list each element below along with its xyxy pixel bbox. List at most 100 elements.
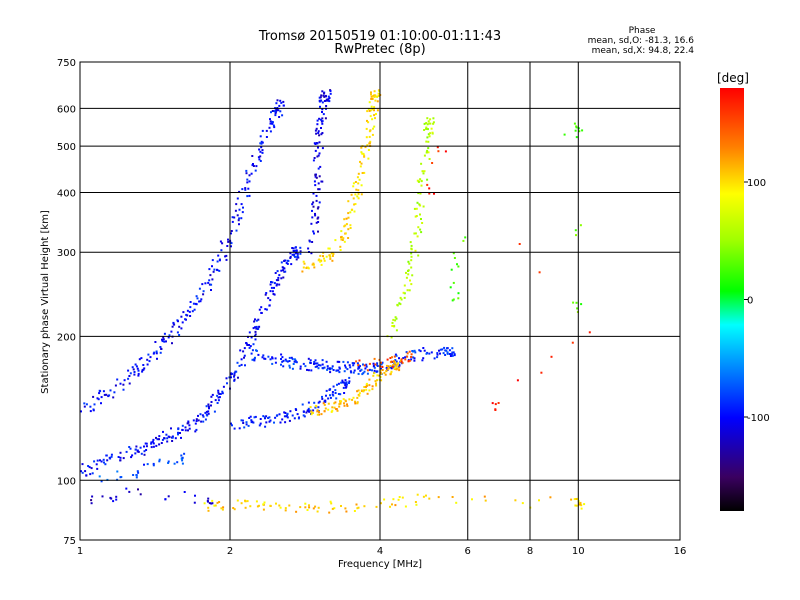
data-point bbox=[211, 259, 214, 262]
data-point bbox=[180, 327, 183, 330]
data-point bbox=[116, 470, 119, 473]
data-point bbox=[403, 292, 406, 295]
data-point bbox=[422, 205, 425, 208]
data-point bbox=[132, 368, 135, 371]
data-point bbox=[216, 260, 219, 263]
data-point bbox=[268, 420, 271, 423]
data-point bbox=[343, 225, 346, 228]
data-point bbox=[280, 101, 283, 104]
data-point bbox=[151, 440, 154, 443]
data-point bbox=[516, 379, 519, 382]
data-point bbox=[307, 410, 310, 413]
data-point bbox=[563, 133, 566, 136]
data-point bbox=[574, 229, 577, 232]
data-point bbox=[253, 320, 256, 323]
data-point bbox=[364, 146, 367, 149]
data-point bbox=[207, 405, 210, 408]
data-point bbox=[284, 412, 287, 414]
data-point bbox=[280, 269, 283, 272]
scatter-layer bbox=[80, 89, 591, 514]
data-point bbox=[328, 254, 331, 257]
data-point bbox=[425, 127, 428, 130]
data-point bbox=[368, 362, 371, 365]
data-point bbox=[301, 270, 304, 273]
data-point bbox=[326, 368, 329, 371]
data-point bbox=[309, 359, 312, 362]
data-point bbox=[218, 269, 221, 272]
data-point bbox=[572, 301, 575, 304]
data-point bbox=[408, 289, 411, 292]
data-point bbox=[170, 427, 172, 430]
data-point bbox=[366, 144, 369, 147]
data-point bbox=[262, 415, 265, 418]
data-point bbox=[340, 236, 342, 239]
data-point bbox=[152, 464, 155, 467]
data-point bbox=[314, 212, 316, 215]
data-point bbox=[261, 356, 264, 359]
data-point bbox=[186, 422, 189, 425]
data-point bbox=[253, 357, 256, 360]
data-point bbox=[211, 499, 214, 502]
data-point bbox=[363, 171, 366, 174]
data-point bbox=[109, 389, 112, 392]
data-point bbox=[293, 417, 296, 420]
data-point bbox=[343, 240, 346, 243]
data-point bbox=[314, 129, 317, 132]
data-point bbox=[453, 354, 456, 357]
data-point bbox=[392, 318, 395, 321]
data-point bbox=[296, 254, 299, 257]
data-point bbox=[315, 176, 318, 179]
data-point bbox=[286, 414, 289, 417]
data-point bbox=[436, 352, 439, 355]
data-point bbox=[365, 363, 368, 366]
data-point bbox=[112, 396, 115, 399]
data-point bbox=[356, 390, 359, 393]
data-point bbox=[135, 365, 138, 368]
data-point bbox=[307, 409, 310, 411]
data-point bbox=[373, 106, 376, 109]
data-point bbox=[269, 419, 272, 422]
data-point bbox=[451, 347, 454, 350]
data-point bbox=[310, 369, 313, 372]
data-point bbox=[370, 93, 372, 96]
data-point bbox=[87, 465, 90, 467]
data-point bbox=[163, 340, 166, 343]
data-point bbox=[225, 258, 228, 261]
data-point bbox=[430, 127, 433, 130]
data-point bbox=[348, 382, 350, 384]
data-point bbox=[265, 415, 268, 418]
data-point bbox=[254, 330, 257, 333]
data-point bbox=[419, 178, 422, 181]
data-point bbox=[103, 461, 105, 464]
data-point bbox=[422, 495, 425, 498]
data-point bbox=[188, 310, 191, 313]
data-point bbox=[414, 351, 417, 354]
data-point bbox=[139, 493, 142, 496]
data-point bbox=[294, 360, 297, 363]
data-point bbox=[362, 152, 365, 155]
data-point bbox=[281, 360, 284, 363]
data-point bbox=[119, 382, 122, 385]
data-point bbox=[272, 293, 275, 295]
data-point bbox=[158, 460, 161, 463]
data-point bbox=[263, 416, 266, 419]
data-point bbox=[398, 357, 400, 360]
x-tick-label: 4 bbox=[377, 546, 383, 557]
data-point bbox=[423, 122, 426, 125]
data-point bbox=[360, 151, 363, 154]
data-point bbox=[122, 457, 125, 460]
data-point bbox=[293, 249, 296, 252]
data-point bbox=[425, 140, 428, 143]
plot-frame bbox=[79, 61, 681, 541]
data-point bbox=[344, 386, 347, 389]
data-point bbox=[321, 367, 324, 370]
data-point bbox=[321, 108, 324, 111]
data-point bbox=[323, 95, 326, 98]
data-point bbox=[389, 357, 392, 359]
data-point bbox=[452, 298, 455, 301]
data-point bbox=[276, 283, 279, 286]
y-tick-label: 100 bbox=[57, 476, 76, 487]
data-point bbox=[311, 209, 313, 212]
data-point bbox=[367, 108, 370, 110]
data-point bbox=[319, 254, 322, 257]
